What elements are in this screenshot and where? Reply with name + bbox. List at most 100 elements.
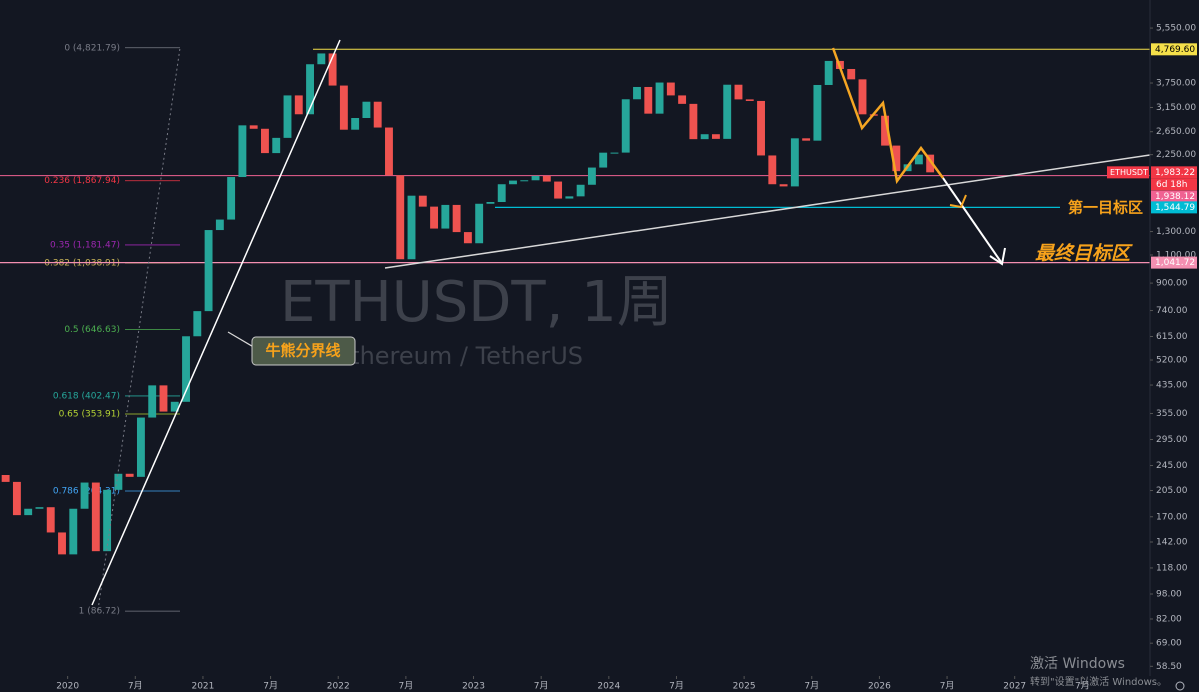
candle-body bbox=[757, 100, 765, 156]
candle-body bbox=[576, 184, 585, 197]
target-hook bbox=[949, 194, 967, 209]
y-tick-label: 615.00 bbox=[1156, 332, 1188, 342]
fib-label: 0.35 (1,181.47) bbox=[50, 240, 120, 250]
y-tick-label: 58.50 bbox=[1156, 662, 1182, 672]
y-tick-label: 3,750.00 bbox=[1156, 79, 1196, 89]
price-label-box bbox=[1151, 43, 1197, 56]
candle-body bbox=[824, 60, 833, 85]
price-label: 4,769.60 bbox=[1155, 45, 1195, 55]
fib-label: 0 (4,821.79) bbox=[64, 43, 120, 53]
x-tick-label: 2022 bbox=[327, 682, 350, 692]
y-tick-label: 170.00 bbox=[1156, 512, 1188, 522]
countdown: 6d 18h bbox=[1156, 180, 1187, 190]
candle-body bbox=[385, 127, 393, 176]
x-tick-label: 2023 bbox=[462, 682, 485, 692]
fib-label: 0.618 (402.47) bbox=[53, 391, 120, 401]
candle-body bbox=[136, 417, 145, 477]
candle-body bbox=[689, 103, 698, 140]
x-tick-label: 7月 bbox=[128, 681, 143, 692]
x-axis-panel bbox=[0, 676, 1199, 692]
candle-body bbox=[463, 232, 472, 244]
candle-body bbox=[914, 154, 923, 165]
x-tick-label: 2025 bbox=[733, 682, 756, 692]
fib-label: 0.65 (353.91) bbox=[59, 409, 120, 419]
candle-body bbox=[148, 385, 157, 418]
x-tick-label: 7月 bbox=[263, 681, 278, 692]
y-tick-label: 82.00 bbox=[1156, 614, 1182, 624]
candle-body bbox=[734, 84, 743, 100]
candle-body bbox=[587, 167, 596, 185]
candle-body bbox=[531, 175, 540, 181]
candle-body bbox=[396, 175, 405, 260]
os-notice-text: 转到"设置"以激活 Windows。 bbox=[1030, 675, 1167, 688]
os-notice-title: 激活 Windows bbox=[1030, 655, 1125, 672]
y-tick-label: 205.00 bbox=[1156, 486, 1188, 496]
candle-body bbox=[1, 474, 10, 482]
candle-body bbox=[554, 181, 563, 199]
price-label-box bbox=[1151, 201, 1197, 214]
candle-body bbox=[723, 84, 732, 139]
candle-body bbox=[881, 115, 889, 146]
candle-body bbox=[418, 195, 427, 207]
symbol-label: ETHUSDT bbox=[1110, 168, 1148, 177]
candle-body bbox=[125, 473, 134, 477]
x-tick-label: 2026 bbox=[868, 682, 891, 692]
candle-body bbox=[452, 204, 461, 233]
y-tick-label: 1,300.00 bbox=[1156, 227, 1196, 237]
candle-body bbox=[565, 196, 574, 199]
candle-body bbox=[813, 84, 822, 141]
y-tick-label: 520.00 bbox=[1156, 356, 1188, 366]
candle-body bbox=[69, 508, 78, 555]
candle-body bbox=[655, 82, 664, 114]
candle-body bbox=[238, 125, 247, 178]
x-tick-label: 2020 bbox=[56, 682, 79, 692]
candle-body bbox=[430, 206, 439, 229]
candle-body bbox=[339, 85, 348, 130]
candle-body bbox=[103, 489, 112, 552]
candle-body bbox=[24, 508, 33, 516]
candle-body bbox=[204, 230, 213, 312]
candle-body bbox=[892, 145, 901, 172]
candle-body bbox=[509, 180, 517, 185]
candle-body bbox=[182, 336, 190, 402]
x-tick-label: 7月 bbox=[1075, 681, 1090, 692]
settings-icon[interactable] bbox=[1175, 681, 1185, 691]
candle-body bbox=[306, 64, 314, 115]
candle-body bbox=[317, 53, 326, 65]
candle-body bbox=[802, 138, 811, 141]
candle-body bbox=[227, 177, 236, 220]
price-label-box bbox=[1151, 190, 1197, 203]
y-tick-label: 142.00 bbox=[1156, 537, 1188, 547]
callout-box bbox=[251, 336, 356, 366]
candle-body bbox=[599, 152, 608, 168]
y-tick-label: 2,250.00 bbox=[1156, 150, 1196, 160]
fib-label: 0.5 (646.63) bbox=[64, 325, 120, 335]
candle-body bbox=[542, 175, 551, 182]
candle-body bbox=[711, 134, 720, 139]
x-tick-label: 7月 bbox=[399, 681, 414, 692]
callout-text: 牛熊分界线 bbox=[265, 342, 340, 360]
candle-body bbox=[272, 137, 281, 154]
candle-body bbox=[790, 138, 799, 187]
candle-body bbox=[91, 482, 100, 552]
candle-body bbox=[779, 184, 788, 187]
x-tick-label: 2027 bbox=[1003, 682, 1026, 692]
candle-body bbox=[858, 79, 867, 115]
first-target: 第一目标区 bbox=[1068, 199, 1143, 217]
candle-body bbox=[847, 68, 856, 80]
y-tick-label: 295.00 bbox=[1156, 435, 1188, 445]
candle-body bbox=[80, 482, 89, 509]
candle-body bbox=[58, 532, 66, 555]
y-tick-label: 118.00 bbox=[1156, 563, 1188, 573]
price-label-box bbox=[1151, 256, 1197, 269]
candle-body bbox=[633, 86, 641, 100]
candle-body bbox=[114, 473, 123, 490]
arrow-head bbox=[989, 247, 1006, 266]
x-tick-label: 2021 bbox=[191, 682, 214, 692]
watermark-subtitle: Ethereum / TetherUS bbox=[335, 342, 583, 370]
candle-body bbox=[621, 99, 630, 153]
candle-body bbox=[497, 184, 506, 203]
y-tick-label: 245.00 bbox=[1156, 461, 1188, 471]
x-tick-label: 7月 bbox=[804, 681, 819, 692]
